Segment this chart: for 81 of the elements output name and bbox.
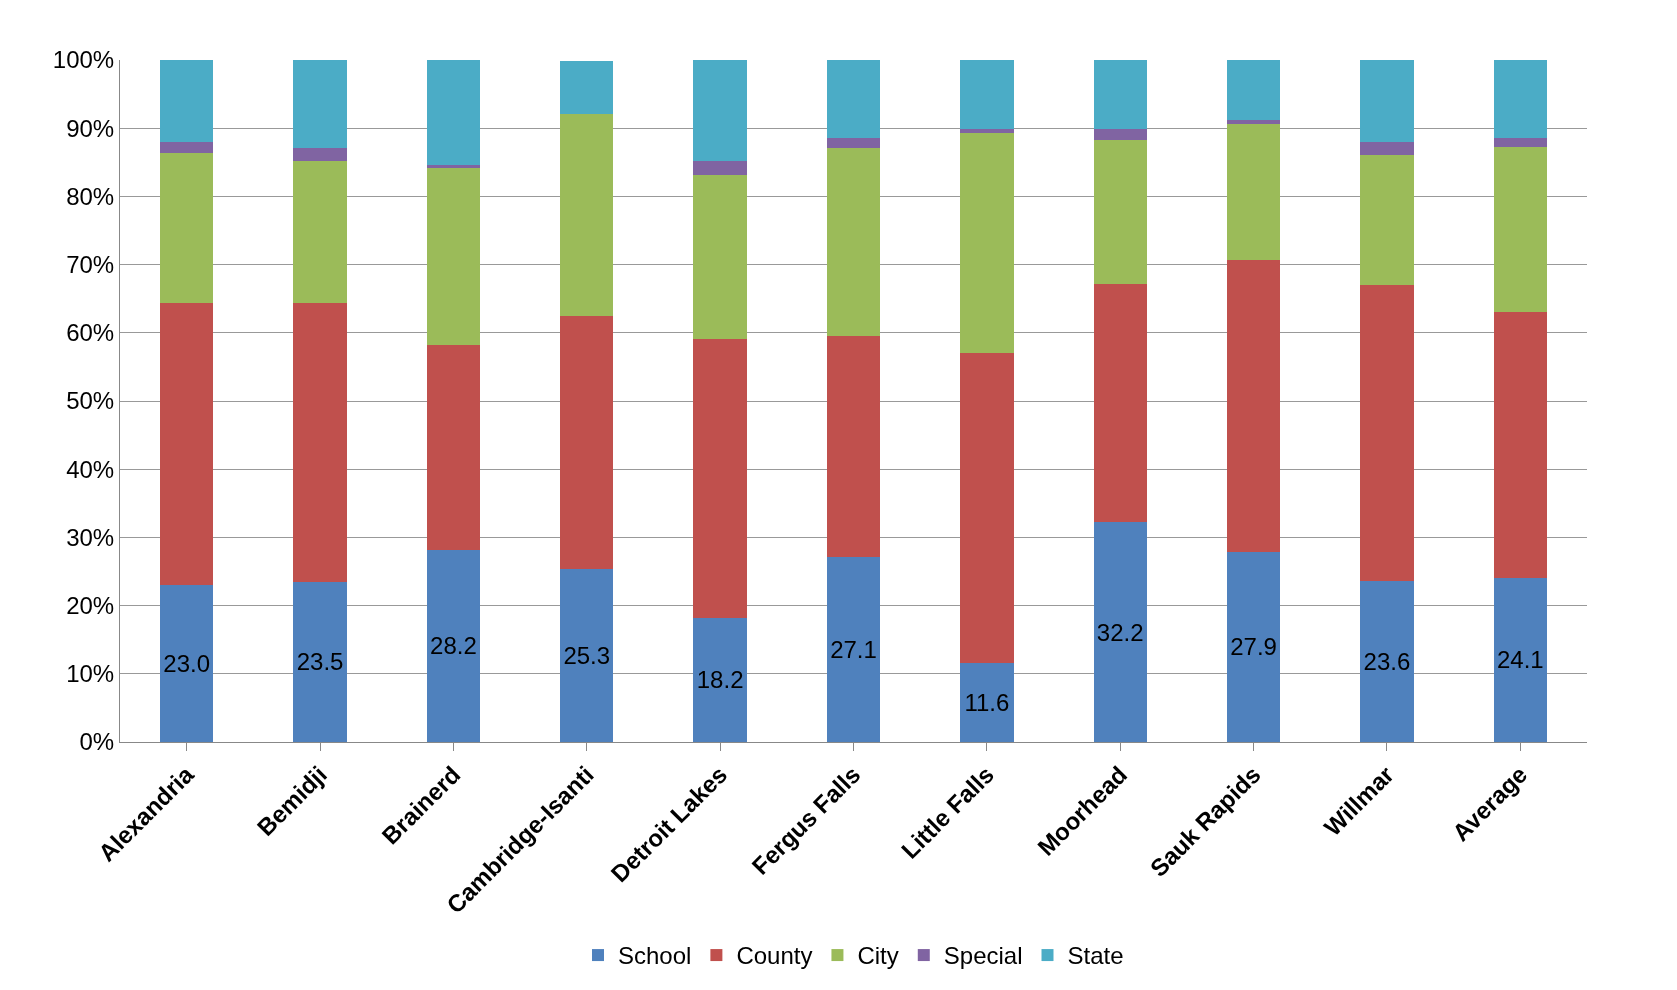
- y-tick-label: 100%: [52, 46, 115, 74]
- bar: [293, 147, 347, 161]
- bar: [960, 662, 1014, 742]
- bar: [826, 557, 881, 742]
- bar: [960, 132, 1014, 354]
- bar: [293, 302, 347, 582]
- y-tick-label: 40%: [66, 455, 115, 483]
- data-label: 27.1: [830, 636, 877, 664]
- y-tick-label: 0%: [79, 728, 115, 756]
- legend-label: Special: [943, 942, 1023, 970]
- bar: [1093, 522, 1147, 742]
- bar: [960, 353, 1014, 663]
- bar: [1093, 140, 1147, 284]
- bar: [160, 153, 214, 303]
- bar: [560, 315, 614, 570]
- bar: [693, 160, 747, 176]
- bar: [960, 128, 1014, 133]
- y-tick-label: 50%: [66, 387, 115, 415]
- bar: [426, 167, 481, 346]
- bar: [160, 141, 214, 154]
- data-label: 23.0: [163, 650, 211, 678]
- bar: [160, 585, 214, 742]
- data-label: 32.2: [1096, 618, 1144, 646]
- bar: [293, 160, 347, 303]
- bar: [1360, 141, 1414, 155]
- bar: [1493, 577, 1547, 742]
- bar: [1093, 128, 1147, 141]
- bar: [1493, 137, 1547, 148]
- bar: [1493, 147, 1547, 313]
- bar: [293, 581, 347, 742]
- legend-label: City: [857, 942, 899, 970]
- y-tick-label: 10%: [66, 660, 115, 688]
- bar: [1226, 124, 1281, 260]
- legend-label: School: [618, 942, 692, 970]
- data-label: 23.6: [1363, 648, 1411, 676]
- bar: [826, 336, 881, 558]
- bar: [1093, 60, 1147, 129]
- data-label: 27.9: [1230, 633, 1277, 661]
- bar: [426, 345, 481, 550]
- bar: [426, 60, 481, 166]
- bar: [1226, 120, 1281, 125]
- data-label: 24.1: [1496, 646, 1544, 674]
- legend-label: County: [736, 942, 813, 970]
- bar: [826, 147, 881, 337]
- y-tick-label: 20%: [66, 592, 115, 619]
- bar: [1226, 60, 1281, 121]
- bar: [1360, 154, 1414, 286]
- bar: [826, 137, 881, 148]
- bar: [1226, 259, 1281, 552]
- y-tick-label: 30%: [66, 523, 115, 551]
- data-label: 25.3: [563, 642, 611, 670]
- bar: [1360, 60, 1414, 142]
- bar: [293, 60, 347, 148]
- bar: [1226, 551, 1281, 742]
- bar: [693, 617, 747, 742]
- bar: [960, 60, 1014, 129]
- legend-label: State: [1067, 942, 1124, 970]
- bar: [560, 113, 614, 316]
- bar: [693, 60, 747, 161]
- bar: [1093, 283, 1147, 523]
- y-tick-label: 80%: [66, 182, 115, 210]
- bar: [826, 60, 881, 138]
- y-tick-label: 70%: [66, 251, 115, 278]
- data-label: 18.2: [696, 666, 744, 694]
- bar: [1360, 285, 1414, 582]
- bar: [693, 338, 747, 618]
- y-tick-label: 60%: [66, 319, 115, 347]
- bar: [693, 175, 747, 339]
- bar: [1493, 312, 1547, 578]
- bar: [1360, 581, 1414, 742]
- bar: [1493, 60, 1547, 138]
- bar: [160, 60, 214, 142]
- bar: [560, 569, 614, 742]
- bar: [426, 549, 481, 742]
- data-label: 11.6: [964, 688, 1010, 716]
- bar: [426, 165, 481, 168]
- bar: [160, 302, 214, 586]
- y-tick-label: 90%: [66, 114, 115, 142]
- data-label: 23.5: [296, 648, 344, 676]
- data-label: 28.2: [430, 632, 477, 660]
- bar: [560, 61, 614, 114]
